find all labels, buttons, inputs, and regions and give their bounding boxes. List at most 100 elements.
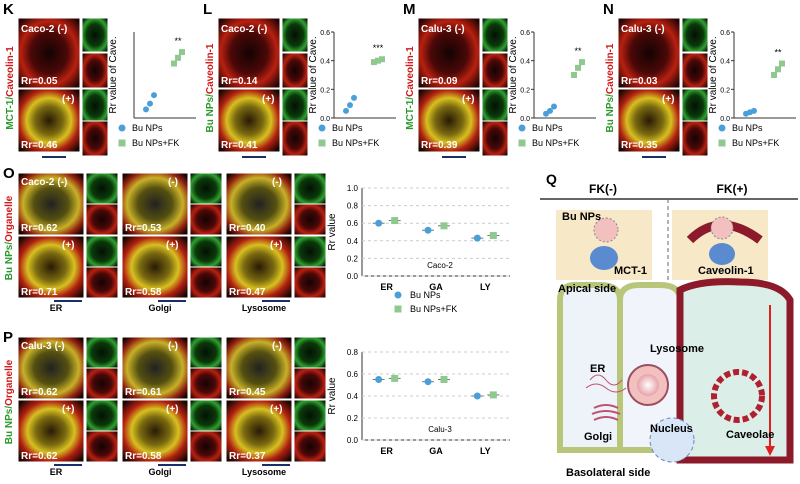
y-tick-label: 0.6: [520, 30, 530, 37]
y-tick-label: 0.0: [720, 116, 730, 123]
y-tick-label: 0.6: [347, 370, 359, 379]
dot: [143, 106, 149, 113]
micrograph: [293, 203, 327, 236]
y-tick-label: 0.6: [347, 219, 359, 228]
micrograph: [121, 235, 189, 299]
dot: [424, 378, 432, 386]
micrograph: [417, 88, 481, 153]
image-label: Calu-3 (-): [621, 24, 665, 35]
micrograph: [681, 120, 709, 157]
stain-part: Bu NPs/: [205, 94, 216, 133]
cell-name: Calu-3: [21, 341, 52, 352]
diagram: Q FK(-) FK(+) Bu NPs MCT-1 Caveolin-1 Ap…: [540, 171, 798, 484]
legend-swatch: [718, 124, 726, 132]
stain-label: Bu NPs/Caveolin-1: [605, 43, 616, 132]
micrograph: [281, 52, 309, 89]
micrograph: [293, 336, 327, 369]
condition: (-): [168, 177, 178, 188]
dot: [551, 103, 557, 110]
stain-part: MCT-1/: [5, 97, 16, 130]
stain-part: Caveolin-1: [205, 43, 216, 94]
micrograph: [281, 17, 309, 53]
label: FK(+): [717, 182, 748, 196]
micrograph: [681, 17, 709, 53]
condition: (+): [62, 240, 75, 251]
coloc-label: Rr=0.62: [21, 451, 58, 462]
er: [585, 374, 627, 393]
image-label: Caco-2 (-): [21, 24, 67, 35]
dot: [151, 92, 157, 99]
stain-label: Bu NPs/Organelle: [4, 195, 15, 280]
image-label: Calu-3 (-): [21, 341, 65, 352]
x-tick-label: GA: [429, 446, 443, 456]
micrograph: [293, 430, 327, 463]
image-label: Caco-2 (-): [221, 24, 267, 35]
legend-swatch: [518, 124, 526, 132]
legend-swatch: [518, 139, 526, 147]
micrograph: [189, 203, 223, 236]
y-tick-label: 0.0: [347, 436, 359, 445]
golgi: [591, 404, 621, 421]
image-label: Caco-2 (-): [21, 177, 67, 188]
dot: [571, 72, 577, 78]
stain-part: Bu NPs/: [4, 406, 15, 445]
y-axis-label: Rr value: [327, 213, 338, 251]
coloc-label: Rr=0.05: [21, 76, 58, 87]
cell-name: Caco-2: [21, 24, 55, 35]
legend-swatch: [394, 305, 402, 313]
condition: (-): [655, 24, 665, 35]
dot: [575, 64, 581, 71]
micrograph: [81, 52, 109, 89]
condition: (+): [662, 94, 675, 105]
dot: [440, 222, 448, 230]
organelle-label: Golgi: [149, 303, 172, 313]
legend-label: Bu NPs: [410, 290, 441, 300]
micrograph: [681, 88, 709, 124]
y-tick-label: 0.4: [320, 59, 330, 66]
label: Basolateral side: [566, 467, 650, 479]
micrograph: [85, 172, 119, 205]
dot: [375, 57, 381, 64]
organelle-label: Lysosome: [242, 467, 286, 477]
y-tick-label: 0.0: [347, 272, 359, 281]
micrograph: [617, 17, 681, 89]
legend-swatch: [318, 139, 326, 147]
dot: [547, 107, 553, 114]
legend-label: Bu NPs: [332, 123, 363, 133]
stain-label: MCT-1/Caveolin-1: [405, 46, 416, 130]
dot: [391, 374, 399, 382]
stain-part: Organelle: [4, 359, 15, 406]
significance: **: [574, 46, 582, 56]
organelle-label: Golgi: [149, 467, 172, 477]
y-tick-label: 0.4: [347, 392, 359, 401]
condition: (-): [272, 177, 282, 188]
label: FK(-): [589, 182, 617, 196]
condition: (+): [62, 404, 75, 415]
micrograph: [189, 336, 223, 369]
panel-letter: L: [203, 1, 212, 18]
coloc-label: Rr=0.53: [125, 223, 162, 234]
y-tick-label: 0.2: [320, 87, 330, 94]
coloc-label: Rr=0.61: [125, 387, 162, 398]
dot: [473, 392, 481, 400]
stain-part: Bu NPs/: [4, 242, 15, 281]
label: Lysosome: [650, 343, 704, 355]
stain-label: Bu NPs/Organelle: [4, 359, 15, 444]
micrograph: [121, 172, 189, 236]
label: Caveolin-1: [698, 265, 754, 277]
micrograph: [85, 203, 119, 236]
legend-label: Bu NPs+FK: [732, 138, 779, 148]
coloc-label: Rr=0.71: [21, 287, 58, 298]
micrograph: [293, 235, 327, 268]
image-label: Calu-3 (-): [421, 24, 465, 35]
condition: (-): [455, 24, 465, 35]
micrograph: [81, 88, 109, 124]
y-axis-label: Rr value of Cave.: [708, 36, 719, 113]
coloc-label: Rr=0.35: [621, 140, 658, 151]
legend-swatch: [718, 139, 726, 147]
y-tick-label: 0.6: [320, 30, 330, 37]
condition: (+): [462, 94, 475, 105]
condition: (+): [62, 94, 75, 105]
micrograph: [293, 172, 327, 205]
